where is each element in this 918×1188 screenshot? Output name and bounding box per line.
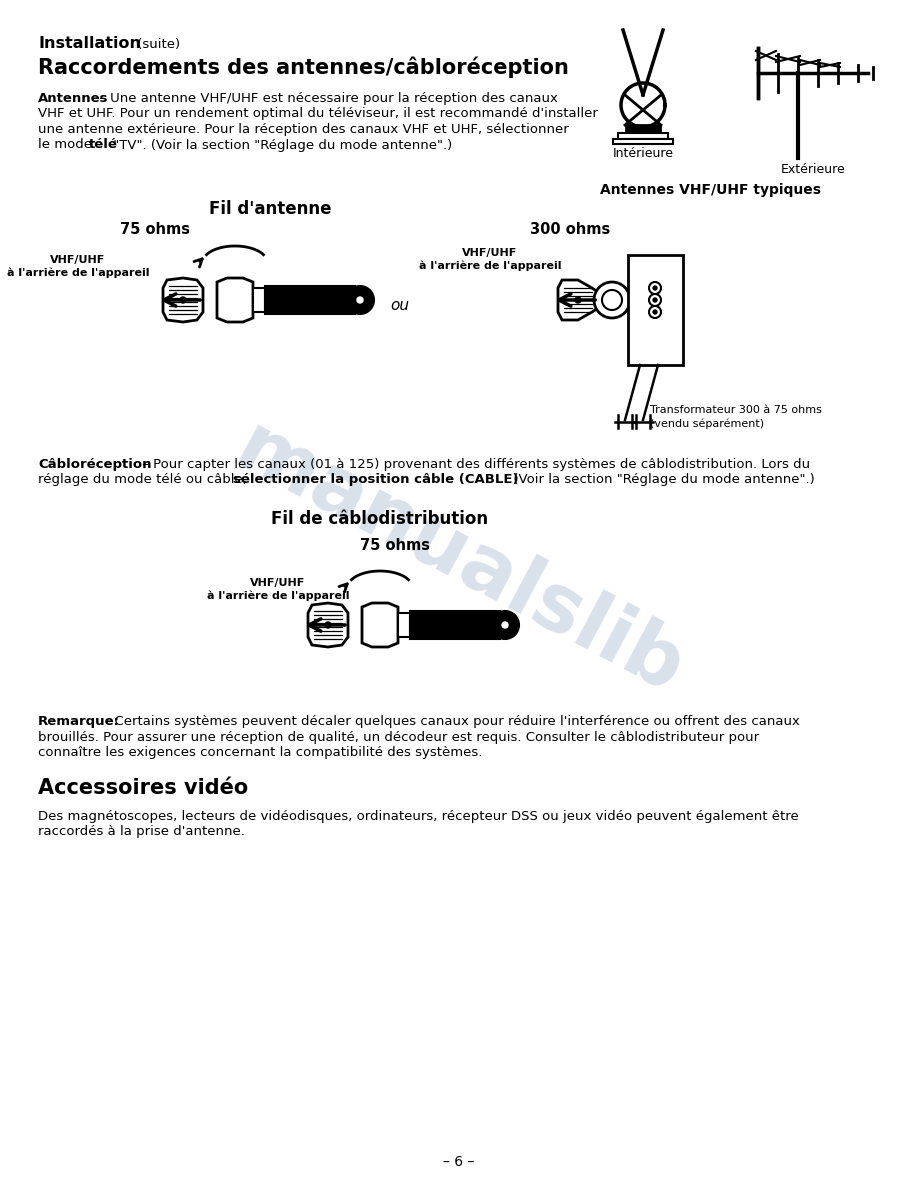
Circle shape [594,282,630,318]
Text: Accessoires vidéo: Accessoires vidéo [38,778,248,798]
Polygon shape [308,604,348,647]
Circle shape [357,297,363,303]
Text: une antenne extérieure. Pour la réception des canaux VHF et UHF, sélectionner: une antenne extérieure. Pour la réceptio… [38,124,569,135]
Circle shape [346,286,374,314]
Text: sélectionner la position câble (CABLE): sélectionner la position câble (CABLE) [233,474,519,487]
Circle shape [575,297,581,303]
Text: Antennes: Antennes [38,91,108,105]
Bar [618,133,668,139]
Text: Transformateur 300 à 75 ohms
(vendu séparément): Transformateur 300 à 75 ohms (vendu sépa… [650,405,822,429]
Circle shape [602,290,622,310]
Bar [613,139,673,144]
Text: VHF/UHF
à l'arrière de l'appareil: VHF/UHF à l'arrière de l'appareil [6,255,150,278]
Circle shape [649,293,661,307]
Polygon shape [163,278,203,322]
Text: raccordés à la prise d'antenne.: raccordés à la prise d'antenne. [38,826,245,839]
Text: Intérieure: Intérieure [612,147,674,160]
Text: manualslib: manualslib [222,409,696,710]
Bar [265,286,355,314]
Text: ou: ou [390,297,409,312]
Text: Fil d'antenne: Fil d'antenne [208,200,331,219]
Circle shape [491,611,519,639]
Bar [628,255,683,365]
Text: le mode: le mode [38,139,96,152]
Circle shape [502,623,508,628]
Text: "TV". (Voir la section "Réglage du mode antenne".): "TV". (Voir la section "Réglage du mode … [109,139,453,152]
Text: connaître les exigences concernant la compatibilité des systèmes.: connaître les exigences concernant la co… [38,746,482,759]
Circle shape [653,286,657,290]
Text: Antennes VHF/UHF typiques: Antennes VHF/UHF typiques [599,183,821,197]
Circle shape [325,623,331,628]
Text: 300 ohms: 300 ohms [530,222,610,236]
Text: VHF et UHF. Pour un rendement optimal du téléviseur, il est recommandé d'install: VHF et UHF. Pour un rendement optimal du… [38,107,598,120]
Circle shape [653,298,657,302]
Circle shape [649,282,661,293]
Polygon shape [362,604,398,647]
Text: – Une antenne VHF/UHF est nécessaire pour la réception des canaux: – Une antenne VHF/UHF est nécessaire pou… [95,91,558,105]
Bar [626,125,660,133]
Text: 75 ohms: 75 ohms [360,538,430,552]
Text: brouillés. Pour assurer une réception de qualité, un décodeur est requis. Consul: brouillés. Pour assurer une réception de… [38,731,759,744]
Text: réglage du mode télé ou câble,: réglage du mode télé ou câble, [38,474,252,487]
Bar [410,611,500,639]
Text: Fil de câblodistribution: Fil de câblodistribution [272,510,488,527]
Text: Installation: Installation [38,36,141,51]
Text: . (Voir la section "Réglage du mode antenne".): . (Voir la section "Réglage du mode ante… [505,474,815,487]
Text: Certains systèmes peuvent décaler quelques canaux pour réduire l'interférence ou: Certains systèmes peuvent décaler quelqu… [106,715,800,728]
Circle shape [653,310,657,314]
Text: – Pour capter les canaux (01 à 125) provenant des différents systèmes de câblodi: – Pour capter les canaux (01 à 125) prov… [138,459,810,470]
Text: Remarque:: Remarque: [38,715,120,728]
Polygon shape [558,280,598,320]
Circle shape [180,297,186,303]
Bar [398,613,410,637]
Text: Câbloréception: Câbloréception [38,459,151,470]
Polygon shape [217,278,253,322]
Text: 75 ohms: 75 ohms [120,222,190,236]
Text: Des magnétoscopes, lecteurs de vidéodisques, ordinateurs, récepteur DSS ou jeux : Des magnétoscopes, lecteurs de vidéodisq… [38,810,799,823]
Bar [253,287,265,312]
Text: – 6 –: – 6 – [443,1155,475,1169]
Text: (suite): (suite) [133,38,180,51]
Text: VHF/UHF
à l'arrière de l'appareil: VHF/UHF à l'arrière de l'appareil [419,248,561,271]
Text: VHF/UHF
à l'arrière de l'appareil: VHF/UHF à l'arrière de l'appareil [207,579,349,601]
Circle shape [649,307,661,318]
Text: Extérieure: Extérieure [780,163,845,176]
Text: Raccordements des antennes/câbloréception: Raccordements des antennes/câbloréceptio… [38,56,569,77]
Text: télé: télé [89,139,118,152]
